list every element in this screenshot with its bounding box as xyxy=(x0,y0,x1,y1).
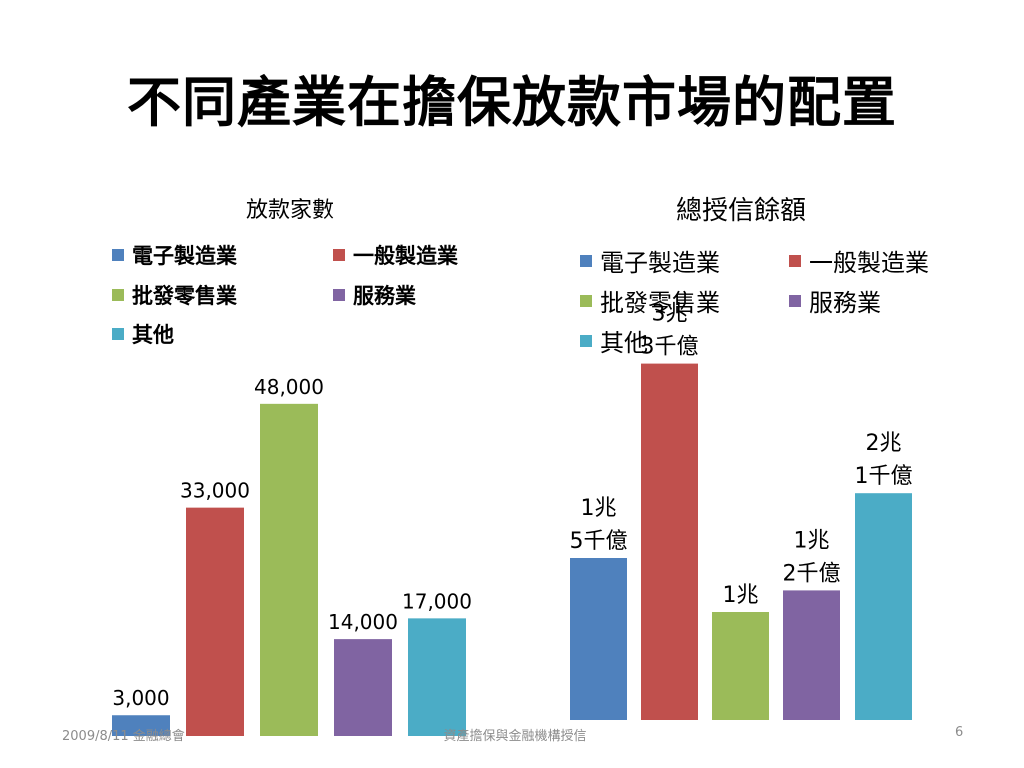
legend-label: 電子製造業 xyxy=(132,244,237,268)
legend-label: 其他 xyxy=(600,329,648,357)
bar-count-3 xyxy=(334,639,392,736)
legend-item: 服務業 xyxy=(789,283,881,318)
data-label: 5千億 xyxy=(570,529,628,554)
legend-swatch xyxy=(333,289,345,301)
legend-swatch xyxy=(789,254,801,267)
legend-item: 批發零售業 xyxy=(580,283,720,318)
bar-count-0 xyxy=(112,715,170,736)
data-label: 1千億 xyxy=(855,464,913,489)
legend-item: 服務業 xyxy=(333,280,416,310)
data-label: 1兆 xyxy=(723,583,759,608)
legend-swatch xyxy=(580,254,592,267)
legend-item: 其他 xyxy=(580,323,648,358)
bar-count-2 xyxy=(260,403,318,736)
legend-item: 其他 xyxy=(112,319,174,349)
bar-balance-2 xyxy=(712,612,769,720)
bar-balance-1 xyxy=(641,363,698,720)
legend-item: 一般製造業 xyxy=(789,243,929,278)
footer-date: 2009/8/11 金融總會 xyxy=(62,729,185,744)
legend-swatch xyxy=(580,294,592,307)
data-label: 14,000 xyxy=(328,610,398,634)
data-label: 2千億 xyxy=(783,561,841,586)
slide-title: 不同產業在擔保放款市場的配置 xyxy=(127,70,897,134)
legend-swatch xyxy=(580,334,592,347)
data-label: 3千億 xyxy=(641,335,699,360)
data-label: 3,000 xyxy=(112,686,169,710)
bar-balance-4 xyxy=(855,493,912,720)
data-label: 33,000 xyxy=(180,479,250,503)
legend-item: 電子製造業 xyxy=(580,243,720,278)
footer-title: 資產擔保與金融機構授信 xyxy=(443,729,587,744)
data-label: 2兆 xyxy=(866,431,902,456)
bar-count-1 xyxy=(186,507,244,736)
legend-item: 電子製造業 xyxy=(112,240,237,270)
legend-label: 批發零售業 xyxy=(600,289,720,317)
legend-label: 電子製造業 xyxy=(600,249,720,277)
legend-label: 服務業 xyxy=(809,289,881,317)
legend-swatch xyxy=(789,294,801,307)
data-label: 3兆 xyxy=(652,302,688,327)
data-label: 1兆 xyxy=(581,496,617,521)
legend-label: 服務業 xyxy=(353,284,416,308)
bar-balance-3 xyxy=(783,590,840,720)
data-label: 1兆 xyxy=(794,528,830,553)
legend-label: 批發零售業 xyxy=(132,284,237,308)
legend-swatch xyxy=(112,249,124,261)
legend-item: 一般製造業 xyxy=(333,240,458,270)
legend-label: 其他 xyxy=(132,323,174,347)
legend-swatch xyxy=(112,328,124,340)
chart-title-credit-balance: 總授信餘額 xyxy=(675,196,806,226)
bar-balance-0 xyxy=(570,558,627,720)
legend-item: 批發零售業 xyxy=(112,280,237,310)
data-label: 17,000 xyxy=(402,589,472,613)
chart-title-loan-count: 放款家數 xyxy=(245,198,334,223)
bar-count-4 xyxy=(408,618,466,736)
legend-swatch xyxy=(112,289,124,301)
data-label: 48,000 xyxy=(254,375,324,399)
legend-label: 一般製造業 xyxy=(353,244,458,268)
page-number: 6 xyxy=(955,725,964,740)
legend-label: 一般製造業 xyxy=(809,249,929,277)
legend-swatch xyxy=(333,249,345,261)
